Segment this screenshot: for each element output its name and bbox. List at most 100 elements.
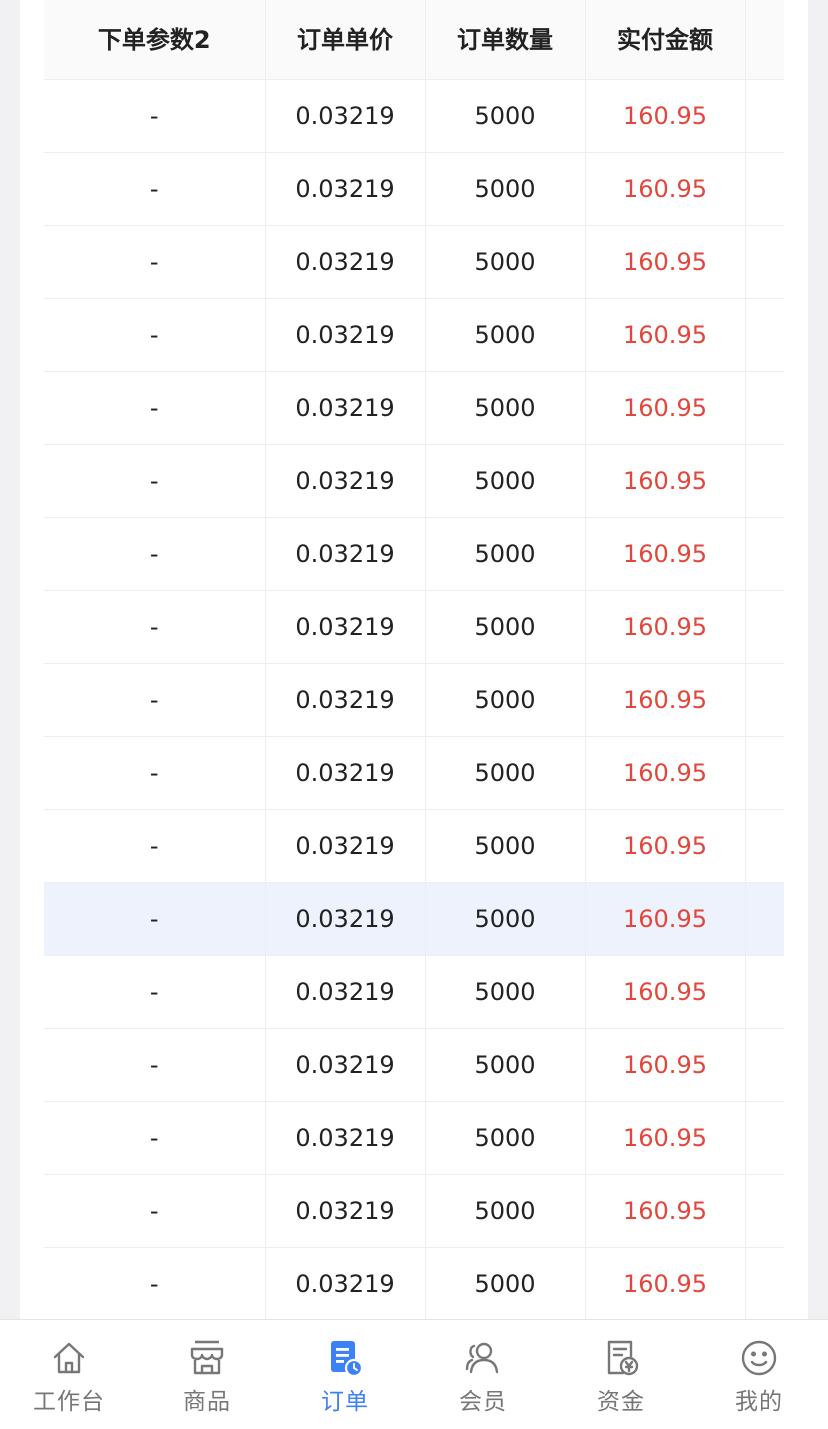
table-row[interactable]: -0.03219 5000 160.95 [44, 1028, 784, 1102]
cell-quantity: 5000 [425, 590, 586, 664]
cell-unit-price: 0.03219 [265, 79, 426, 153]
cell-quantity: 5000 [425, 1247, 586, 1320]
members-icon [465, 1342, 499, 1374]
cell-unit-price: 0.03219 [265, 736, 426, 810]
table-row[interactable]: -0.03219 5000 160.95 [44, 1174, 784, 1248]
table-row[interactable]: -0.03219 5000 160.95 [44, 590, 784, 664]
table-row[interactable]: -0.03219 5000 160.95 [44, 371, 784, 445]
cell-unit-price: 0.03219 [265, 444, 426, 518]
cell-overflow-column [745, 517, 784, 591]
cell-overflow-column [745, 882, 784, 956]
cell-overflow-column [745, 1028, 784, 1102]
cell-quantity: 5000 [425, 955, 586, 1029]
cell-order-param-2: - [44, 955, 266, 1029]
cell-order-param-2: - [44, 298, 266, 372]
cell-paid-amount: 160.95 [585, 444, 746, 518]
tab-funds-label: 资金 [597, 1389, 645, 1415]
home-icon [53, 1342, 85, 1374]
cell-order-param-2: - [44, 1101, 266, 1175]
cell-overflow-column [745, 1247, 784, 1320]
cell-quantity: 5000 [425, 736, 586, 810]
tab-members[interactable]: 会员 [414, 1320, 552, 1429]
cell-order-param-2: - [44, 517, 266, 591]
cell-quantity: 5000 [425, 1028, 586, 1102]
cell-paid-amount: 160.95 [585, 371, 746, 445]
cell-quantity: 5000 [425, 882, 586, 956]
cell-unit-price: 0.03219 [265, 517, 426, 591]
tab-products-label: 商品 [183, 1389, 231, 1415]
cell-order-param-2: - [44, 79, 266, 153]
cell-quantity: 5000 [425, 1174, 586, 1248]
cell-overflow-column [745, 225, 784, 299]
table-row[interactable]: -0.03219 5000 160.95 [44, 1101, 784, 1175]
table-row[interactable]: -0.03219 5000 160.95 [44, 444, 784, 518]
table-row[interactable]: -0.03219 5000 160.95 [44, 517, 784, 591]
cell-unit-price: 0.03219 [265, 152, 426, 226]
orders-table: 下单参数2 订单单价 订单数量 实付金额 -0.03219 5000 160.95-… [44, 0, 784, 1320]
cell-unit-price: 0.03219 [265, 590, 426, 664]
cell-overflow-column [745, 809, 784, 883]
cell-quantity: 5000 [425, 152, 586, 226]
cell-unit-price: 0.03219 [265, 225, 426, 299]
table-row[interactable]: -0.03219 5000 160.95 [44, 1247, 784, 1320]
cell-paid-amount: 160.95 [585, 1247, 746, 1320]
cell-unit-price: 0.03219 [265, 1247, 426, 1320]
cell-overflow-column [745, 663, 784, 737]
table-row[interactable]: -0.03219 5000 160.95 [44, 882, 784, 956]
tab-workbench[interactable]: 工作台 [0, 1320, 138, 1429]
cell-paid-amount: 160.95 [585, 809, 746, 883]
cell-unit-price: 0.03219 [265, 1028, 426, 1102]
tab-products[interactable]: 商品 [138, 1320, 276, 1429]
cell-overflow-column [745, 371, 784, 445]
cell-paid-amount: 160.95 [585, 736, 746, 810]
cell-paid-amount: 160.95 [585, 1028, 746, 1102]
funds-icon [607, 1340, 639, 1376]
cell-overflow-column [745, 955, 784, 1029]
cell-overflow-column [745, 79, 784, 153]
cell-quantity: 5000 [425, 1101, 586, 1175]
cell-quantity: 5000 [425, 298, 586, 372]
cell-overflow-column [745, 444, 784, 518]
tab-orders[interactable]: 订单 [276, 1320, 414, 1429]
table-row[interactable]: -0.03219 5000 160.95 [44, 955, 784, 1029]
tab-mine[interactable]: 我的 [690, 1320, 828, 1429]
tab-orders-label: 订单 [321, 1389, 369, 1415]
cell-paid-amount: 160.95 [585, 663, 746, 737]
table-row[interactable]: -0.03219 5000 160.95 [44, 663, 784, 737]
cell-paid-amount: 160.95 [585, 1101, 746, 1175]
cell-order-param-2: - [44, 809, 266, 883]
cell-quantity: 5000 [425, 225, 586, 299]
cell-order-param-2: - [44, 225, 266, 299]
cell-order-param-2: - [44, 371, 266, 445]
cell-paid-amount: 160.95 [585, 517, 746, 591]
cell-paid-amount: 160.95 [585, 225, 746, 299]
cell-order-param-2: - [44, 1028, 266, 1102]
header-unit-price: 订单单价 [265, 0, 426, 80]
table-row[interactable]: -0.03219 5000 160.95 [44, 809, 784, 883]
cell-unit-price: 0.03219 [265, 663, 426, 737]
cell-paid-amount: 160.95 [585, 882, 746, 956]
cell-overflow-column [745, 152, 784, 226]
tab-workbench-label: 工作台 [33, 1389, 105, 1415]
cell-unit-price: 0.03219 [265, 1174, 426, 1248]
cell-unit-price: 0.03219 [265, 882, 426, 956]
header-quantity: 订单数量 [425, 0, 586, 80]
cell-order-param-2: - [44, 1247, 266, 1320]
cell-overflow-column [745, 1174, 784, 1248]
tab-funds[interactable]: 资金 [552, 1320, 690, 1429]
table-row[interactable]: -0.03219 5000 160.95 [44, 79, 784, 153]
table-row[interactable]: -0.03219 5000 160.95 [44, 298, 784, 372]
cell-unit-price: 0.03219 [265, 809, 426, 883]
cell-overflow-column [745, 1101, 784, 1175]
cell-overflow-column [745, 590, 784, 664]
cell-paid-amount: 160.95 [585, 79, 746, 153]
cell-unit-price: 0.03219 [265, 371, 426, 445]
cell-quantity: 5000 [425, 371, 586, 445]
cell-paid-amount: 160.95 [585, 1174, 746, 1248]
header-overflow-column [745, 0, 784, 80]
cell-quantity: 5000 [425, 663, 586, 737]
cell-order-param-2: - [44, 590, 266, 664]
table-row[interactable]: -0.03219 5000 160.95 [44, 736, 784, 810]
table-row[interactable]: -0.03219 5000 160.95 [44, 152, 784, 226]
table-row[interactable]: -0.03219 5000 160.95 [44, 225, 784, 299]
